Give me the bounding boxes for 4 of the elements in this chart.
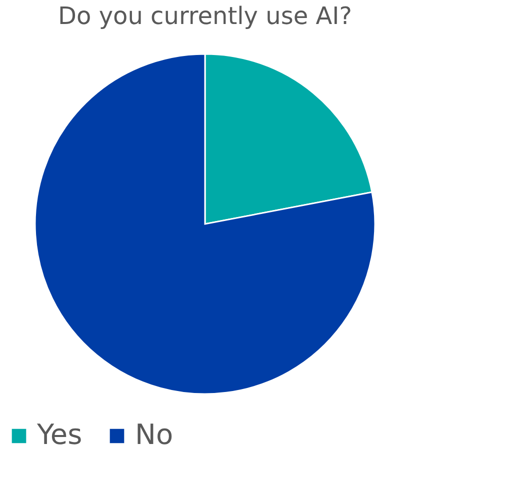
legend-label: No: [135, 418, 174, 451]
pie-slice: [34, 53, 376, 395]
legend-label: Yes: [36, 418, 82, 451]
chart-title: Do you currently use AI?: [58, 2, 352, 30]
